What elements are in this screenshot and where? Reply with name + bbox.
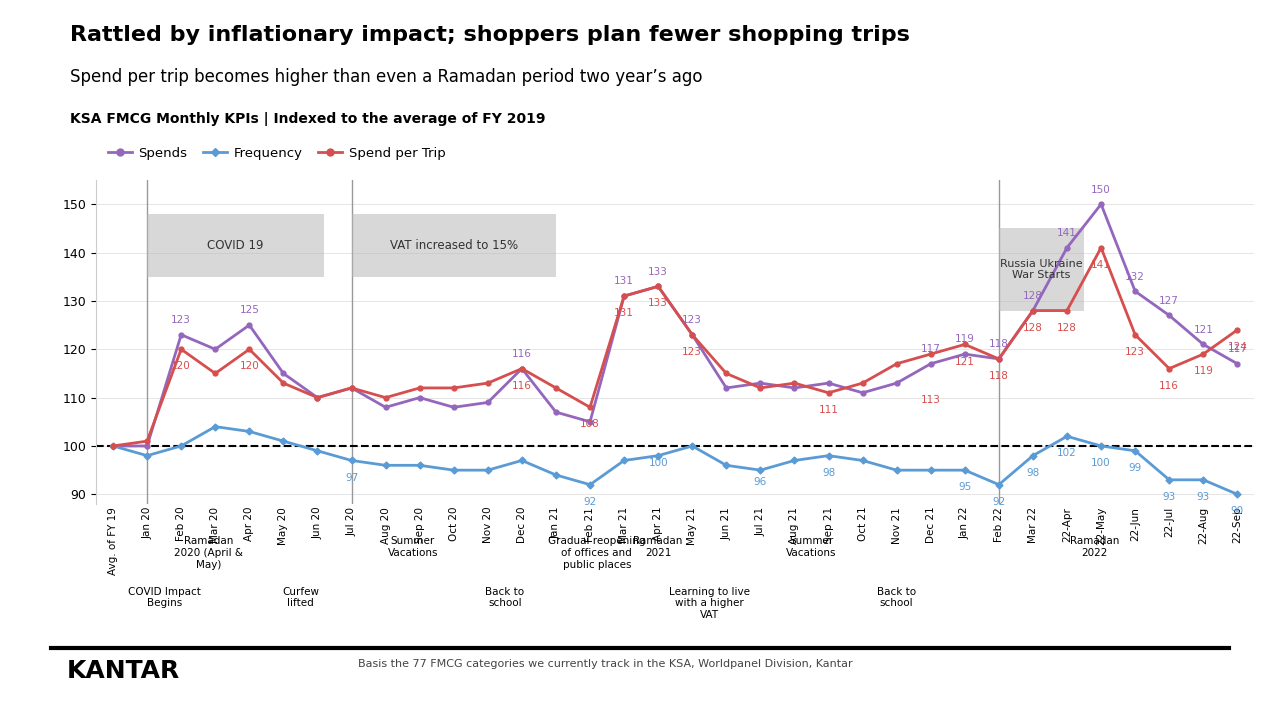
- Text: 108: 108: [580, 419, 600, 429]
- Text: 92: 92: [992, 497, 1006, 507]
- Text: 102: 102: [1057, 449, 1076, 459]
- Bar: [998, 228, 1084, 310]
- Text: 121: 121: [1193, 325, 1213, 335]
- Text: 131: 131: [614, 276, 634, 287]
- Text: Ramadan
2021: Ramadan 2021: [634, 536, 682, 558]
- Bar: [147, 214, 324, 276]
- Text: 120: 120: [172, 361, 191, 372]
- Text: 116: 116: [1160, 381, 1179, 391]
- Text: Summer
Vacations: Summer Vacations: [388, 536, 438, 558]
- Text: 131: 131: [614, 308, 634, 318]
- Legend: Spends, Frequency, Spend per Trip: Spends, Frequency, Spend per Trip: [102, 141, 451, 165]
- Text: 97: 97: [344, 472, 358, 482]
- Text: 141: 141: [1057, 228, 1076, 238]
- Text: 150: 150: [1092, 184, 1111, 194]
- Text: 133: 133: [648, 266, 668, 276]
- Text: Learning to live
with a higher
VAT: Learning to live with a higher VAT: [668, 587, 750, 620]
- Text: Back to
school: Back to school: [877, 587, 916, 608]
- Text: 133: 133: [648, 299, 668, 308]
- Text: COVID Impact
Begins: COVID Impact Begins: [128, 587, 201, 608]
- Text: 118: 118: [989, 371, 1009, 381]
- Text: 100: 100: [1092, 458, 1111, 468]
- Text: 128: 128: [1023, 323, 1043, 333]
- Text: Basis the 77 FMCG categories we currently track in the KSA, Worldpanel Division,: Basis the 77 FMCG categories we currentl…: [358, 659, 852, 669]
- Bar: [352, 214, 556, 276]
- Text: 96: 96: [754, 477, 767, 487]
- Text: 95: 95: [959, 482, 972, 492]
- Text: 127: 127: [1160, 296, 1179, 306]
- Text: Gradual reopening
of offices and
public places: Gradual reopening of offices and public …: [548, 536, 645, 570]
- Text: 123: 123: [172, 315, 191, 325]
- Text: 128: 128: [1057, 323, 1076, 333]
- Text: 99: 99: [1129, 463, 1142, 473]
- Text: 123: 123: [682, 315, 703, 325]
- Text: 119: 119: [955, 334, 975, 344]
- Text: Summer
Vacations: Summer Vacations: [786, 536, 837, 558]
- Text: VAT increased to 15%: VAT increased to 15%: [389, 239, 518, 252]
- Text: KSA FMCG Monthly KPIs | Indexed to the average of FY 2019: KSA FMCG Monthly KPIs | Indexed to the a…: [70, 112, 545, 125]
- Text: 123: 123: [1125, 347, 1146, 357]
- Text: 123: 123: [682, 347, 703, 357]
- Text: 111: 111: [819, 405, 838, 415]
- Text: 100: 100: [649, 458, 668, 468]
- Text: Ramadan
2020 (April &
May): Ramadan 2020 (April & May): [174, 536, 243, 570]
- Text: 93: 93: [1162, 492, 1176, 502]
- Text: 93: 93: [1197, 492, 1210, 502]
- Text: 124: 124: [1228, 342, 1247, 352]
- Text: 117: 117: [1228, 344, 1247, 354]
- Text: 113: 113: [920, 395, 941, 405]
- Text: 125: 125: [239, 305, 260, 315]
- Text: 132: 132: [1125, 271, 1146, 282]
- Text: KANTAR: KANTAR: [67, 659, 179, 683]
- Text: 141: 141: [1091, 260, 1111, 270]
- Text: 116: 116: [512, 381, 531, 391]
- Text: 98: 98: [1027, 468, 1039, 478]
- Text: COVID 19: COVID 19: [207, 239, 264, 252]
- Text: 121: 121: [955, 356, 975, 366]
- Text: 128: 128: [1023, 291, 1043, 301]
- Text: Rattled by inflationary impact; shoppers plan fewer shopping trips: Rattled by inflationary impact; shoppers…: [70, 25, 910, 45]
- Text: Russia Ukraine
War Starts: Russia Ukraine War Starts: [1000, 258, 1083, 280]
- Text: Curfew
lifted: Curfew lifted: [282, 587, 319, 608]
- Text: 119: 119: [1193, 366, 1213, 376]
- Text: 98: 98: [822, 468, 835, 478]
- Text: 116: 116: [512, 349, 531, 359]
- Text: Back to
school: Back to school: [485, 587, 525, 608]
- Text: Spend per trip becomes higher than even a Ramadan period two year’s ago: Spend per trip becomes higher than even …: [70, 68, 703, 86]
- Text: 118: 118: [989, 339, 1009, 349]
- Text: 117: 117: [920, 344, 941, 354]
- Text: Ramadan
2022: Ramadan 2022: [1070, 536, 1119, 558]
- Text: 92: 92: [584, 497, 596, 507]
- Text: 90: 90: [1231, 506, 1244, 516]
- Text: 120: 120: [239, 361, 259, 372]
